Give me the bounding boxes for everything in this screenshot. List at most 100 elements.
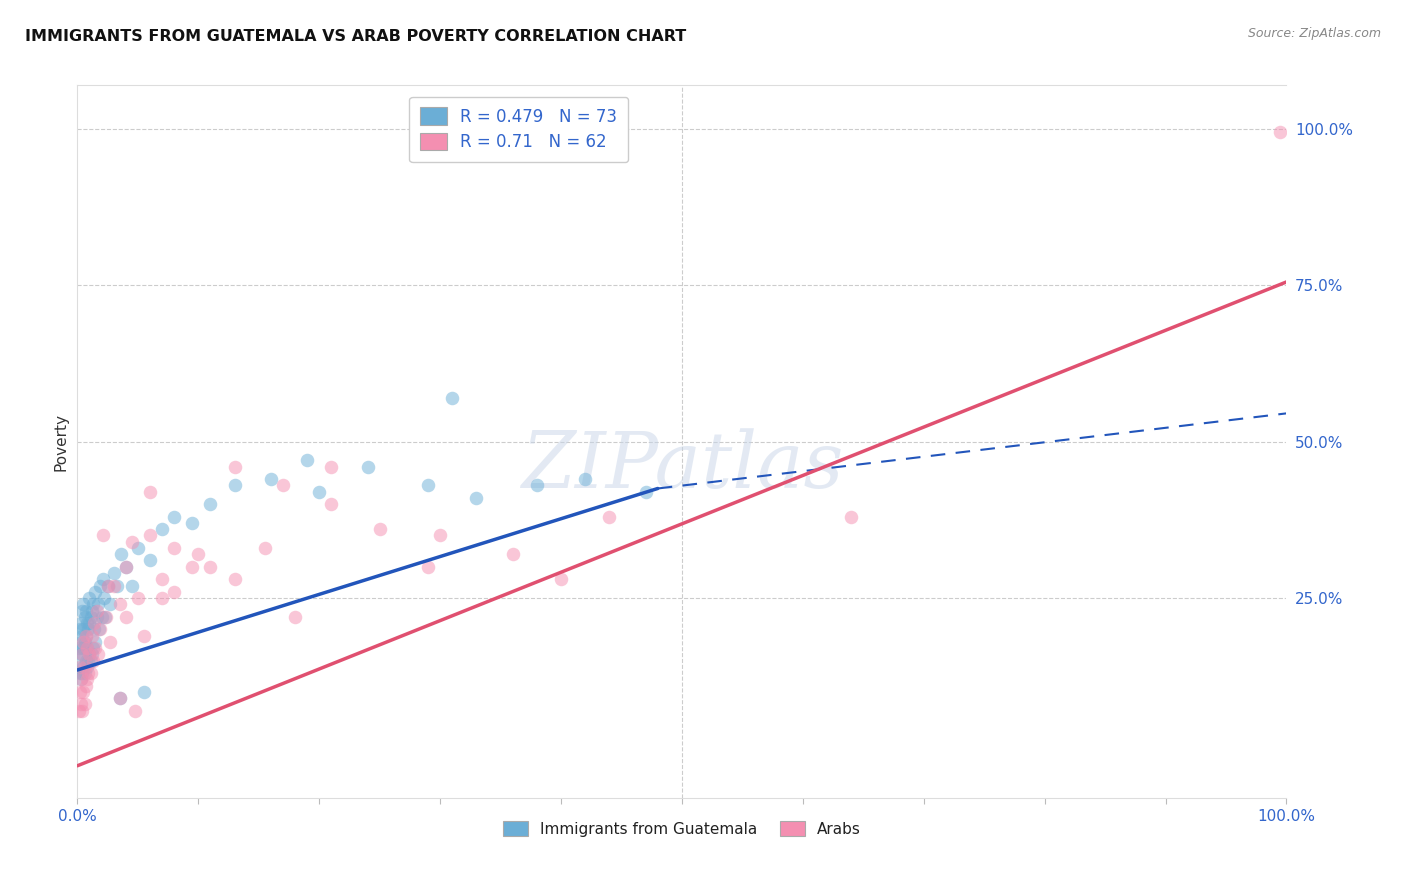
Point — [73, 609, 96, 624]
Point — [284, 609, 307, 624]
Point — [124, 704, 146, 718]
Point — [87, 648, 110, 662]
Point — [84, 635, 107, 649]
Point — [70, 648, 93, 662]
Point — [67, 660, 90, 674]
Point — [260, 472, 283, 486]
Point — [550, 572, 572, 586]
Point — [224, 572, 246, 586]
Point — [79, 648, 101, 662]
Legend: Immigrants from Guatemala, Arabs: Immigrants from Guatemala, Arabs — [495, 813, 869, 844]
Point — [79, 654, 101, 668]
Point — [321, 497, 343, 511]
Point — [150, 572, 173, 586]
Point — [526, 478, 548, 492]
Point — [139, 484, 162, 499]
Point — [163, 541, 186, 555]
Point — [187, 547, 209, 561]
Point — [121, 578, 143, 592]
Point — [502, 547, 524, 561]
Point — [103, 566, 125, 580]
Point — [75, 603, 97, 617]
Point — [295, 453, 318, 467]
Point — [308, 484, 330, 499]
Point — [108, 691, 131, 706]
Point — [105, 578, 128, 592]
Point — [96, 609, 118, 624]
Point — [70, 666, 93, 681]
Point — [80, 629, 103, 643]
Point — [127, 541, 149, 555]
Point — [82, 597, 104, 611]
Point — [70, 629, 93, 643]
Point — [76, 616, 98, 631]
Point — [150, 522, 173, 536]
Point — [70, 673, 93, 687]
Point — [121, 534, 143, 549]
Y-axis label: Poverty: Poverty — [53, 412, 69, 471]
Point — [441, 391, 464, 405]
Point — [72, 641, 94, 656]
Point — [200, 497, 222, 511]
Point — [84, 641, 107, 656]
Point — [69, 648, 91, 662]
Point — [103, 578, 125, 592]
Point — [98, 635, 121, 649]
Point — [139, 553, 162, 567]
Point — [96, 578, 118, 592]
Point — [86, 609, 108, 624]
Point — [429, 528, 451, 542]
Point — [76, 641, 98, 656]
Point — [77, 666, 100, 681]
Point — [416, 478, 439, 492]
Point — [77, 623, 100, 637]
Point — [76, 641, 98, 656]
Point — [79, 666, 101, 681]
Text: ZIPatlas: ZIPatlas — [520, 428, 844, 505]
Point — [114, 609, 136, 624]
Point — [83, 623, 105, 637]
Point — [79, 609, 101, 624]
Point — [72, 597, 94, 611]
Point — [114, 559, 136, 574]
Point — [73, 698, 96, 712]
Point — [79, 591, 101, 605]
Point — [465, 491, 488, 505]
Point — [574, 472, 596, 486]
Point — [181, 516, 204, 530]
Point — [90, 609, 112, 624]
Point — [181, 559, 204, 574]
Point — [75, 679, 97, 693]
Point — [271, 478, 294, 492]
Point — [1270, 125, 1292, 139]
Point — [94, 609, 117, 624]
Point — [72, 685, 94, 699]
Point — [634, 484, 657, 499]
Point — [75, 629, 97, 643]
Point — [70, 603, 93, 617]
Point — [76, 660, 98, 674]
Point — [108, 691, 131, 706]
Point — [368, 522, 391, 536]
Point — [69, 666, 91, 681]
Point — [75, 629, 97, 643]
Point — [80, 603, 103, 617]
Point — [76, 673, 98, 687]
Point — [87, 597, 110, 611]
Point — [69, 623, 91, 637]
Point — [82, 654, 104, 668]
Point — [110, 547, 132, 561]
Point — [80, 648, 103, 662]
Point — [73, 666, 96, 681]
Point — [91, 528, 114, 542]
Point — [84, 584, 107, 599]
Point — [114, 559, 136, 574]
Point — [75, 654, 97, 668]
Point — [96, 578, 118, 592]
Point — [150, 591, 173, 605]
Point — [91, 572, 114, 586]
Point — [79, 648, 101, 662]
Point — [70, 635, 93, 649]
Point — [70, 673, 93, 687]
Point — [127, 591, 149, 605]
